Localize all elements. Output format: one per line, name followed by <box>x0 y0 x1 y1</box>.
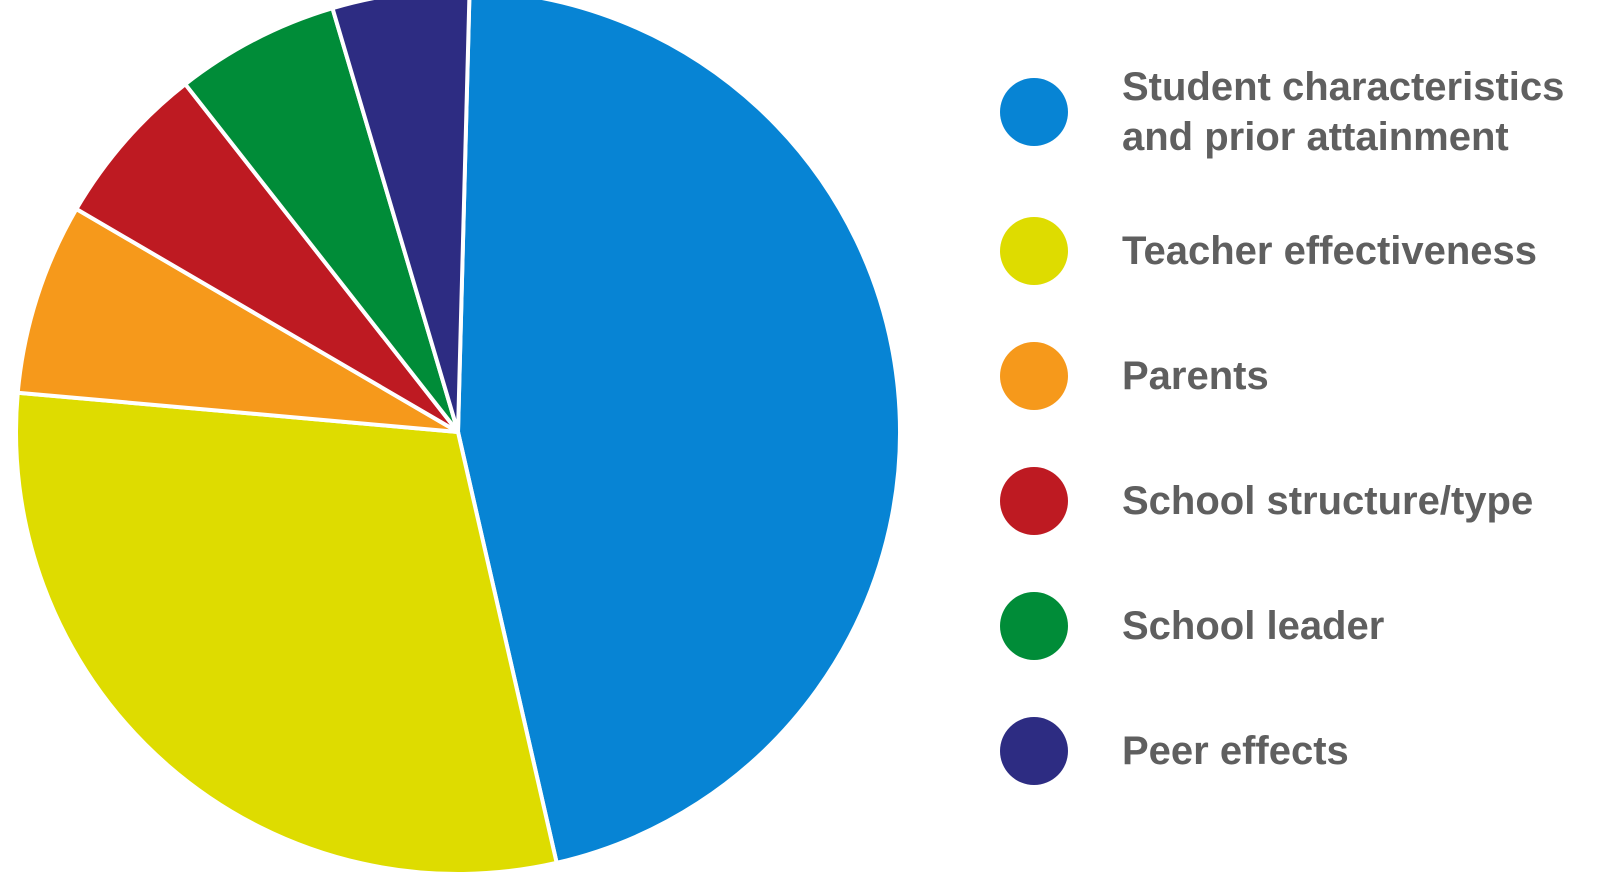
pie-slice-student-characteristics <box>456 0 902 865</box>
legend-swatch <box>1000 217 1068 285</box>
legend-swatch <box>1000 717 1068 785</box>
legend-item-school-structure: School structure/type <box>1000 467 1602 535</box>
legend-label: School leader <box>1122 604 1385 648</box>
legend-label: Parents <box>1122 354 1269 398</box>
legend-item-teacher-effectiveness: Teacher effectiveness <box>1000 217 1602 285</box>
pie-slice-school-leader <box>183 6 460 434</box>
legend-label: Peer effects <box>1122 729 1349 773</box>
legend-swatch <box>1000 78 1068 146</box>
pie-slice-teacher-effectiveness <box>14 390 559 875</box>
legend-label: School structure/type <box>1122 479 1534 523</box>
legend-swatch <box>1000 592 1068 660</box>
pie-slice-peer-effects <box>330 0 472 434</box>
legend-item-school-leader: School leader <box>1000 592 1602 660</box>
legend-swatch <box>1000 342 1068 410</box>
pie-slice-parents <box>15 206 460 434</box>
legend-item-parents: Parents <box>1000 342 1602 410</box>
pie-slice-school-structure <box>74 82 460 434</box>
legend-item-peer-effects: Peer effects <box>1000 717 1602 785</box>
legend-swatch <box>1000 467 1068 535</box>
legend-label: Teacher effectiveness <box>1122 229 1538 273</box>
legend-label: Student characteristics and prior attain… <box>1122 65 1565 159</box>
legend-item-student-characteristics: Student characteristics and prior attain… <box>1000 62 1602 162</box>
